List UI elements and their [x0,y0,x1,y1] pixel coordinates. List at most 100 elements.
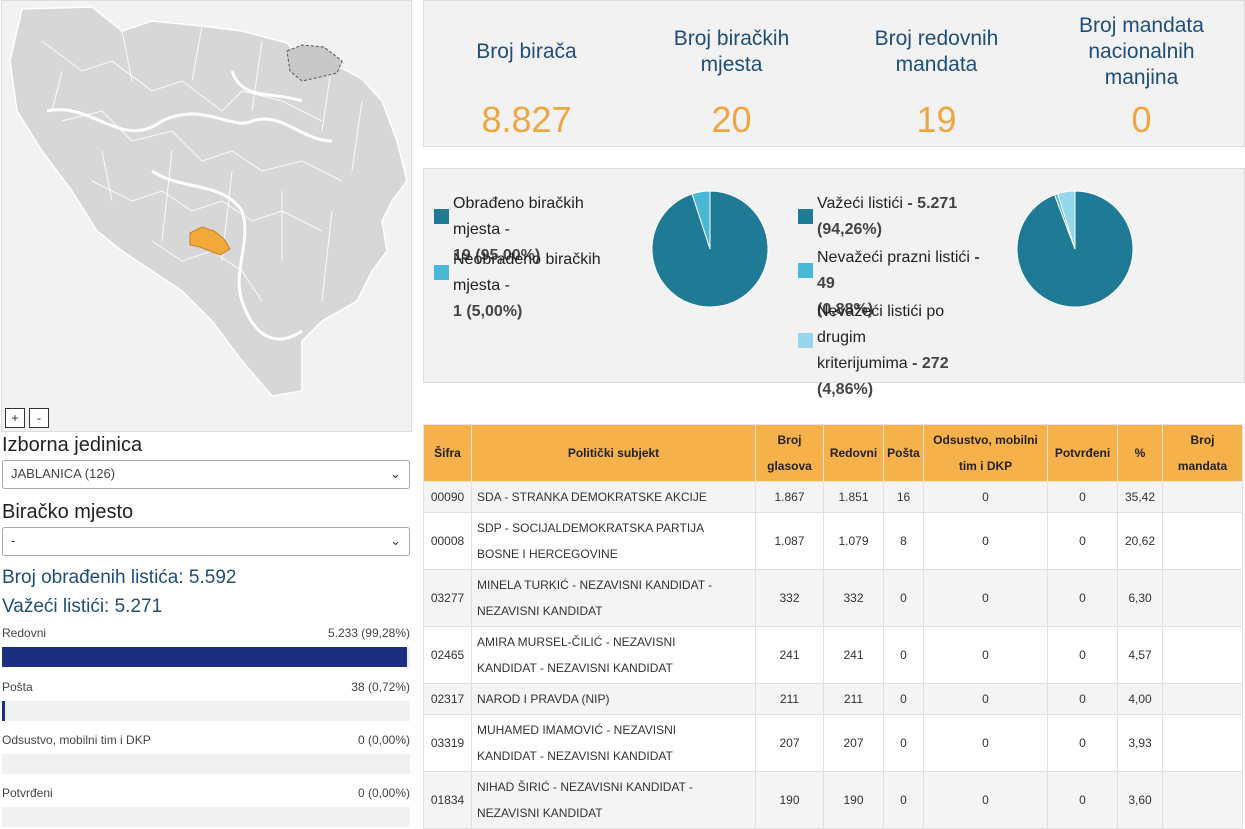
station-label: Biračko mjesto [2,501,134,523]
highlighted-municipality[interactable] [189,226,231,256]
legend-percent: (94,26%) [817,221,882,238]
legend-value: - 49 [817,249,980,292]
cell-post: 0 [883,569,924,627]
cell-code: 02465 [423,626,472,684]
unit-select[interactable]: JABLANICA (126) ⌄ [2,460,410,489]
bar-label: Pošta [2,680,33,694]
zoom-out-button[interactable]: - [29,408,49,428]
table-row[interactable]: 02317 NAROD I PRAVDA (NIP) 211 211 0 0 0 4,00 [423,683,1243,715]
cell-regular: 1.079 [823,512,884,570]
cell-seats [1162,512,1243,570]
cell-seats [1162,683,1243,715]
legend-text: Obrađeno biračkih mjesta - [453,195,584,238]
cell-pct: 4,00 [1117,683,1163,715]
stat-value: 20 [711,99,752,140]
column-header[interactable]: Odsustvo, mobilni tim i DKP [923,424,1048,482]
column-header[interactable]: Redovni [823,424,884,482]
stat-title-line: mandata [895,53,978,76]
column-header[interactable]: Broj mandata [1162,424,1243,482]
stat-card: Broj biračkih mjesta 20 [629,1,834,141]
cell-absent: 0 [923,626,1048,684]
column-header[interactable]: % [1117,424,1163,482]
unit-select-value: JABLANICA (126) [11,466,116,481]
map-zoom-controls: + - [5,408,49,428]
table-row[interactable]: 03277 MINELA TURKIĆ - NEZAVISNI KANDIDAT … [423,569,1243,627]
stat-value: 0 [1131,99,1152,140]
subject-line: AMIRA MURSEL-ČILIĆ - NEZAVISNI [477,635,676,649]
bar-row: Potvrđeni 0 (0,00%) [2,786,410,827]
table-row[interactable]: 03319 MUHAMED IMAMOVIĆ - NEZAVISNI KANDIDA… [423,714,1243,772]
chevron-down-icon: ⌄ [390,533,401,548]
cell-seats [1162,626,1243,684]
stat-value: 19 [916,99,957,140]
column-header[interactable]: Šifra [423,424,472,482]
bar-value: 0 (0,00%) [357,786,410,800]
zoom-in-button[interactable]: + [5,408,25,428]
column-header[interactable]: Pošta [883,424,924,482]
legend-percent: (4,86%) [817,381,874,398]
ballots-pie-chart [1016,190,1134,308]
bar-value: 0 (0,00%) [357,733,410,747]
cell-pct: 20,62 [1117,512,1163,570]
cell-seats [1162,771,1243,829]
cell-code: 01834 [423,771,472,829]
bar-row: Odsustvo, mobilni tim i DKP 0 (0,00%) [2,733,410,774]
cell-pct: 3,93 [1117,714,1163,772]
progress-fill [2,701,5,721]
cell-post: 8 [883,512,924,570]
country-map[interactable] [2,1,411,431]
column-header[interactable]: Politički subjekt [471,424,756,482]
column-header[interactable]: Potvrđeni [1047,424,1118,482]
cell-confirmed: 0 [1047,481,1118,513]
stations-pie-chart [651,190,769,308]
cell-subject: SDP - SOCIJALDEMOKRATSKA PARTIJA BOSNE I … [471,512,756,570]
cell-votes: 332 [755,569,824,627]
cell-code: 02317 [423,683,472,715]
bar-row: Redovni 5.233 (99,28%) [2,626,410,667]
cell-absent: 0 [923,512,1048,570]
table-row[interactable]: 02465 AMIRA MURSEL-ČILIĆ - NEZAVISNI KANDI… [423,626,1243,684]
table-row[interactable]: 00008 SDP - SOCIJALDEMOKRATSKA PARTIJA BOS… [423,512,1243,570]
legend-value: 19 (95,00%) [453,247,541,264]
table-header: Šifra Politički subjekt Broj glasova Redovn… [423,424,1243,482]
bar-label: Potvrđeni [2,786,53,800]
table-row[interactable]: 01834 NIHAD ŠIRIĆ - NEZAVISNI KANDIDAT -N… [423,771,1243,829]
cell-votes: 207 [755,714,824,772]
stat-title: Broj redovnih mandata [834,1,1039,93]
cell-pct: 3,60 [1117,771,1163,829]
stat-title: Broj birača [424,1,629,93]
cell-post: 0 [883,714,924,772]
subject-line: KANDIDAT - NEZAVISNI KANDIDAT [477,661,673,675]
legend-text: Nevažeći listići po drugim [817,303,945,346]
processed-ballots: Broj obrađenih listića: 5.592 [2,567,237,588]
stats-panel: Broj birača 8.827 Broj biračkih mjesta 20 Bro… [423,0,1245,147]
stat-title: Broj biračkih mjesta [629,1,834,93]
progress-fill [2,647,408,667]
cell-subject: AMIRA MURSEL-ČILIĆ - NEZAVISNI KANDIDAT -… [471,626,756,684]
station-select[interactable]: - ⌄ [2,527,410,556]
progress-track [2,701,410,721]
chevron-down-icon: ⌄ [390,466,401,481]
table-row[interactable]: 00090 SDA - STRANKA DEMOKRATSKE AKCIJE 1.8… [423,481,1243,513]
cell-code: 00090 [423,481,472,513]
cell-subject: MINELA TURKIĆ - NEZAVISNI KANDIDAT - NEZA… [471,569,756,627]
cell-votes: 190 [755,771,824,829]
legend-percent: (0,88%) [817,301,874,318]
subject-line: KANDIDAT - NEZAVISNI KANDIDAT [477,749,673,763]
bar-label: Odsustvo, mobilni tim i DKP [2,733,151,747]
cell-pct: 35,42 [1117,481,1163,513]
column-header[interactable]: Broj glasova [755,424,824,482]
station-select-value: - [11,533,16,548]
cell-post: 0 [883,771,924,829]
cell-confirmed: 0 [1047,569,1118,627]
stat-title-line: Broj mandata [1079,14,1204,37]
stat-title-line: Broj redovnih [874,27,999,50]
cell-subject: NIHAD ŠIRIĆ - NEZAVISNI KANDIDAT - NEZAVI… [471,771,756,829]
map-panel[interactable] [1,0,412,432]
cell-post: 16 [883,481,924,513]
cell-pct: 6,30 [1117,569,1163,627]
valid-ballots: Važeći listići: 5.271 [2,596,163,617]
subject-line: BOSNE I HERCEGOVINE [477,547,618,561]
stat-card: Broj mandata nacionalnih manjina 0 [1039,1,1244,141]
